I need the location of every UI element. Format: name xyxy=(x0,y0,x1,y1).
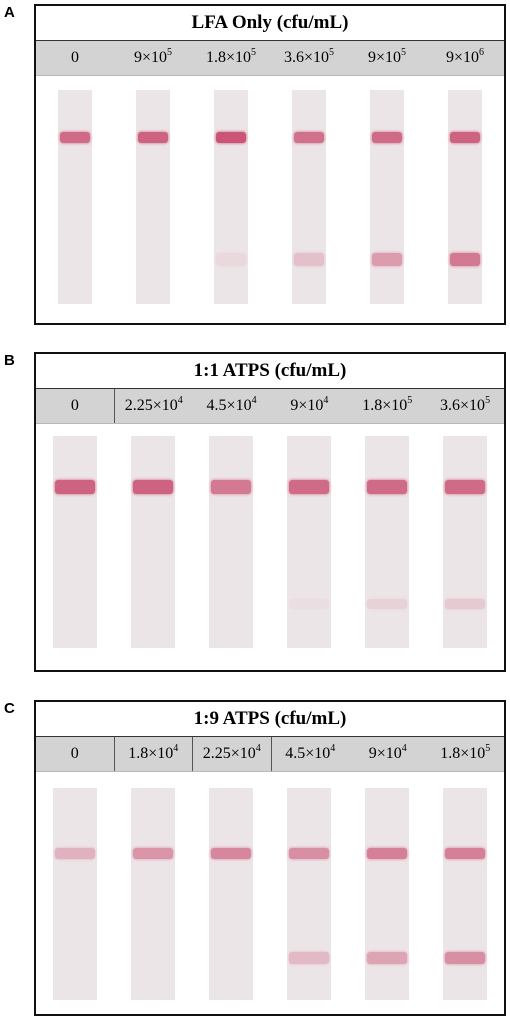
concentration-label: 9×105 xyxy=(133,47,173,67)
control-line xyxy=(60,132,90,143)
test-strip xyxy=(370,90,404,304)
concentration-label: 0 xyxy=(70,397,79,414)
test-line xyxy=(216,253,246,266)
test-strip xyxy=(209,436,253,648)
concentration-label: 3.6×105 xyxy=(440,395,491,415)
control-line xyxy=(216,132,246,143)
test-line xyxy=(294,253,324,266)
concentration-label: 2.25×104 xyxy=(192,737,271,771)
test-line xyxy=(372,253,402,266)
control-line xyxy=(294,132,324,143)
control-line xyxy=(450,132,480,143)
test-strip xyxy=(53,436,97,648)
strip-area xyxy=(36,424,504,672)
control-line xyxy=(289,848,329,859)
control-line xyxy=(211,480,251,494)
control-line xyxy=(367,480,407,494)
test-strip xyxy=(287,788,331,1000)
concentration-label: 9×104 xyxy=(368,743,407,763)
test-strip xyxy=(53,788,97,1000)
control-line xyxy=(372,132,402,143)
test-strip xyxy=(287,436,331,648)
panel-letter-c: C xyxy=(4,700,15,717)
test-line xyxy=(445,599,485,609)
test-line xyxy=(289,599,329,609)
panel-b: 1:1 ATPS (cfu/mL) 0 2.25×104 4.5×104 9×1… xyxy=(34,352,506,672)
test-strip xyxy=(443,788,487,1000)
test-strip xyxy=(136,90,170,304)
panel-a: LFA Only (cfu/mL) 0 9×105 1.8×105 3.6×10… xyxy=(34,4,506,325)
test-strip xyxy=(131,788,175,1000)
test-strip xyxy=(214,90,248,304)
concentration-label: 1.8×104 xyxy=(113,737,193,771)
control-line xyxy=(445,848,485,859)
concentration-label: 0 xyxy=(70,745,79,762)
control-line xyxy=(55,848,95,859)
test-strip xyxy=(443,436,487,648)
concentration-label: 9×104 xyxy=(290,395,329,415)
concentration-label: 4.5×104 xyxy=(206,395,257,415)
control-line xyxy=(211,848,251,859)
strip-area xyxy=(36,76,504,324)
test-line xyxy=(450,253,480,266)
concentration-label: 0 xyxy=(71,49,79,66)
panel-c: 1:9 ATPS (cfu/mL) 0 1.8×104 2.25×104 4.5… xyxy=(34,700,506,1016)
test-strip xyxy=(58,90,92,304)
test-strip xyxy=(292,90,326,304)
test-strip xyxy=(448,90,482,304)
test-strip xyxy=(365,788,409,1000)
test-line xyxy=(289,952,329,964)
concentration-label: 9×106 xyxy=(445,47,485,67)
panel-title: 1:1 ATPS (cfu/mL) xyxy=(36,354,504,389)
strip-area xyxy=(36,772,504,1016)
control-line xyxy=(133,848,173,859)
panel-title: 1:9 ATPS (cfu/mL) xyxy=(36,702,504,737)
control-line xyxy=(367,848,407,859)
test-strip xyxy=(209,788,253,1000)
panel-letter-a: A xyxy=(4,4,15,21)
concentration-label: 9×105 xyxy=(367,47,407,67)
control-line xyxy=(138,132,168,143)
concentration-row: 0 2.25×104 4.5×104 9×104 1.8×105 3.6×105 xyxy=(36,389,504,424)
control-line xyxy=(445,480,485,494)
control-line xyxy=(55,480,95,494)
control-line xyxy=(289,480,329,494)
panel-title: LFA Only (cfu/mL) xyxy=(36,6,504,41)
test-line xyxy=(445,952,485,964)
concentration-row: 0 1.8×104 2.25×104 4.5×104 9×104 1.8×105 xyxy=(36,737,504,772)
concentration-label: 3.6×105 xyxy=(283,47,335,67)
concentration-label: 1.8×105 xyxy=(362,395,413,415)
concentration-label: 1.8×105 xyxy=(440,743,491,763)
concentration-label: 2.25×104 xyxy=(113,389,193,423)
concentration-row: 0 9×105 1.8×105 3.6×105 9×105 9×106 xyxy=(36,41,504,76)
test-line xyxy=(367,952,407,964)
test-line xyxy=(367,599,407,609)
panel-letter-b: B xyxy=(4,352,15,369)
test-strip xyxy=(365,436,409,648)
control-line xyxy=(133,480,173,494)
concentration-label: 4.5×104 xyxy=(270,737,350,771)
test-strip xyxy=(131,436,175,648)
concentration-label: 1.8×105 xyxy=(205,47,257,67)
